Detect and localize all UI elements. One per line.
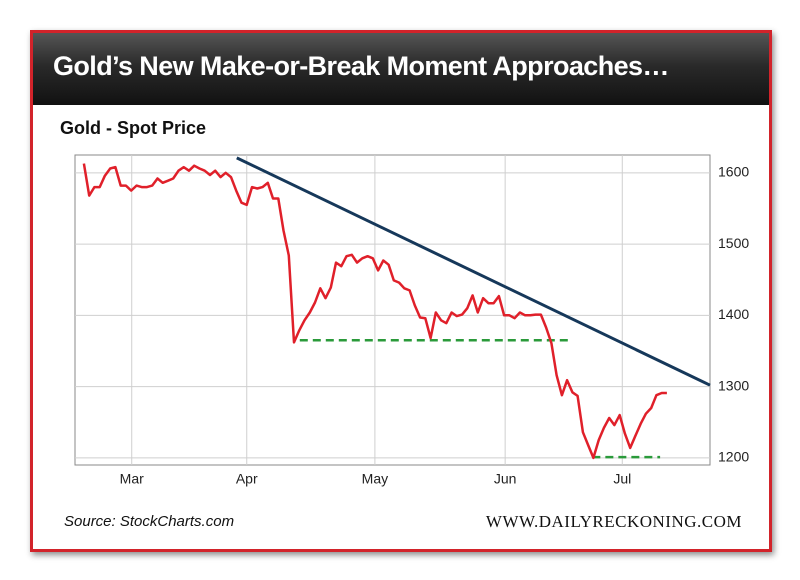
x-tick-label: Mar	[120, 471, 144, 487]
y-tick-label: 1600	[718, 164, 749, 180]
trend-line	[236, 156, 711, 387]
y-tick-label: 1500	[718, 235, 749, 251]
title-bar: Gold’s New Make-or-Break Moment Approach…	[33, 33, 769, 105]
credit: WWW.DAILYRECKONING.COM	[486, 512, 742, 531]
y-tick-label: 1200	[718, 449, 749, 465]
x-tick-label: Jun	[494, 471, 517, 487]
chart-title: Gold’s New Make-or-Break Moment Approach…	[53, 51, 669, 81]
x-tick-label: Apr	[236, 471, 258, 487]
y-tick-label: 1300	[718, 377, 749, 393]
source: Source: StockCharts.com	[64, 513, 234, 530]
x-tick-label: May	[362, 471, 388, 487]
plot-area	[74, 154, 711, 466]
price-line	[82, 163, 667, 460]
x-tick-label: Jul	[613, 471, 631, 487]
chart-subtitle: Gold - Spot Price	[60, 118, 206, 138]
y-tick-label: 1400	[718, 306, 749, 322]
